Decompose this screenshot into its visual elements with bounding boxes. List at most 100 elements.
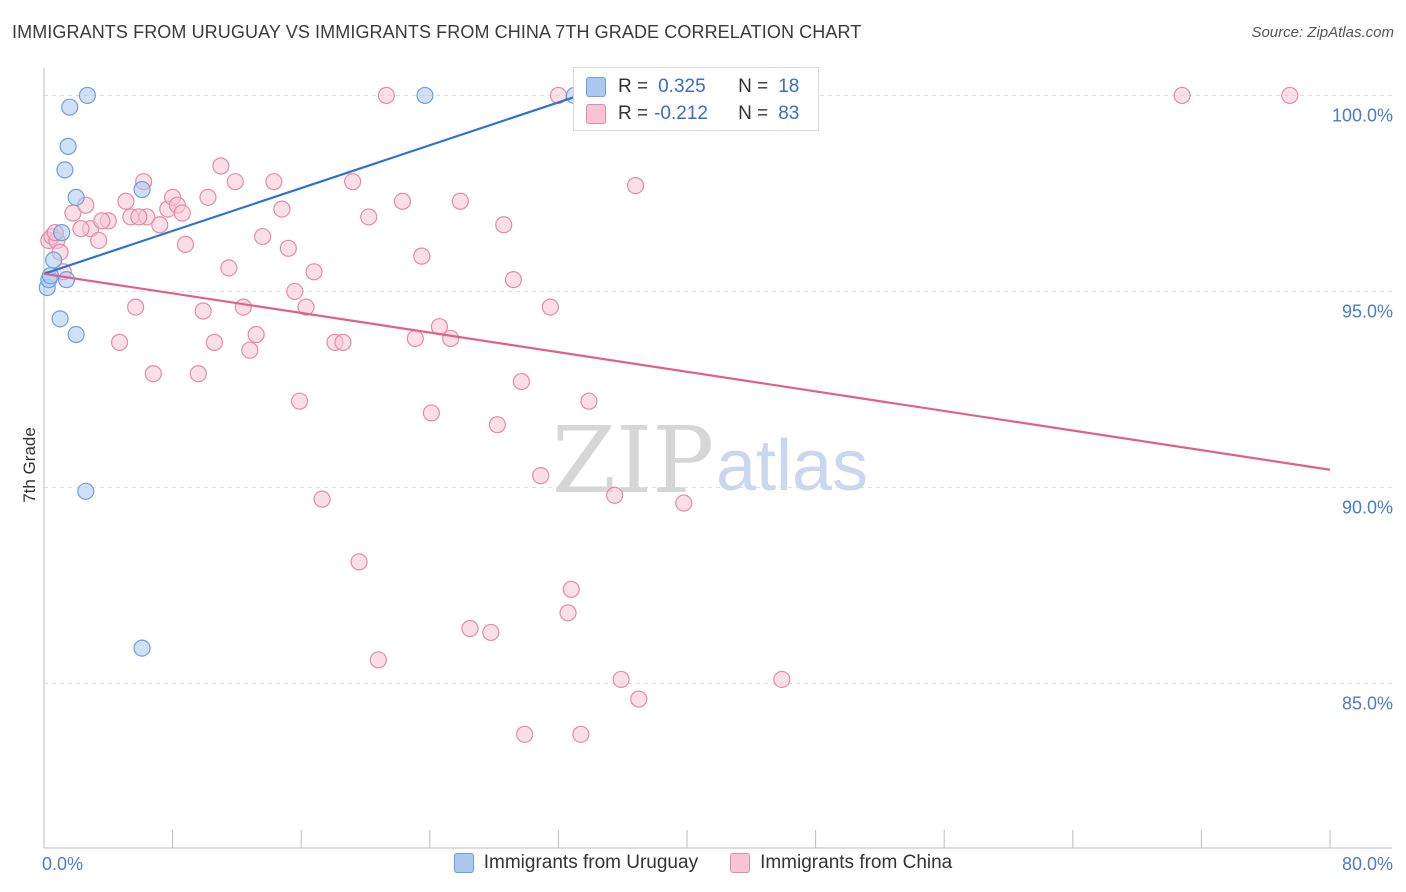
china-point (247, 325, 265, 344)
china-point (265, 173, 283, 191)
china-point (286, 282, 304, 301)
china-point (151, 216, 169, 234)
uruguay-point (51, 310, 69, 328)
china-point (504, 271, 522, 289)
china-point (406, 329, 424, 348)
china-point (130, 208, 148, 226)
china-point (630, 690, 648, 708)
uruguay-point (77, 482, 95, 500)
china-point (675, 494, 693, 512)
china-point (606, 486, 624, 504)
china-point (559, 604, 577, 622)
china-point (377, 86, 395, 105)
legend-row-china: R = -0.212 N = 83 (586, 102, 799, 126)
uruguay-point (56, 161, 74, 179)
china-point (1173, 86, 1191, 105)
uruguay-n-value: 18 (778, 76, 800, 97)
china-point (110, 333, 129, 351)
china-n-label: N = (738, 103, 769, 124)
china-point (313, 490, 331, 508)
china-r-value: -0.212 (654, 103, 708, 124)
uruguay-swatch (586, 77, 606, 97)
china-point (305, 263, 323, 281)
china-point (532, 467, 550, 485)
china-point (241, 341, 259, 359)
china-point (189, 365, 207, 383)
trend-lines (43, 94, 1331, 471)
china-point (580, 392, 598, 410)
china-point (612, 670, 630, 689)
china-point (360, 208, 378, 226)
china-point (205, 333, 223, 351)
china-point (512, 372, 531, 391)
legend-label-china: Immigrants from China (760, 852, 953, 873)
china-point (488, 416, 506, 434)
y-axis-label: 7th Grade (20, 427, 39, 503)
series-legend: Immigrants from Uruguay Immigrants from … (0, 852, 1406, 874)
china-r-label: R = (618, 103, 649, 124)
china-point (461, 619, 479, 638)
data-points (38, 86, 1299, 743)
china-point (297, 298, 315, 316)
uruguay-point (78, 86, 97, 105)
axes (43, 68, 1392, 849)
china-point (369, 651, 387, 669)
china-point (226, 173, 244, 191)
china-point (773, 670, 791, 689)
china-point (572, 725, 590, 743)
uruguay-trend-line (43, 94, 580, 275)
watermark-atlas: atlas (716, 426, 868, 506)
china-point (127, 298, 145, 316)
china-point (176, 235, 195, 253)
china-point (199, 188, 217, 206)
y-tick-label: 100.0% (1332, 105, 1393, 125)
legend-swatch-uruguay (453, 853, 474, 873)
legend-label-uruguay: Immigrants from Uruguay (483, 852, 699, 873)
china-point (194, 302, 212, 320)
x-tick-label: 0.0% (42, 854, 83, 874)
y-tick-label: 85.0% (1342, 693, 1393, 713)
legend-item-china[interactable]: Immigrants from China (730, 852, 952, 874)
uruguay-point (57, 271, 76, 289)
china-point (212, 157, 230, 175)
source-label: Source: ZipAtlas.com (1251, 24, 1394, 41)
uruguay-point (45, 251, 63, 269)
china-point (144, 365, 162, 383)
china-point (482, 623, 500, 642)
china-point (451, 192, 469, 210)
china-point (93, 212, 111, 230)
legend-swatch-china (730, 853, 751, 873)
uruguay-point (53, 224, 71, 242)
uruguay-point (133, 180, 151, 199)
uruguay-point (67, 188, 85, 206)
uruguay-r-label: R = (618, 76, 649, 97)
china-point (413, 247, 431, 265)
legend-item-uruguay[interactable]: Immigrants from Uruguay (453, 852, 699, 874)
china-point (279, 239, 297, 257)
legend-row-uruguay: R = 0.325 N = 18 (586, 75, 799, 99)
y-tick-label: 95.0% (1342, 301, 1393, 321)
china-point (254, 227, 272, 246)
china-point (273, 200, 291, 218)
uruguay-point (416, 86, 434, 105)
china-point (350, 553, 368, 571)
china-point (173, 204, 191, 222)
gridlines (44, 94, 1392, 684)
china-swatch (586, 104, 606, 124)
china-point (516, 725, 534, 743)
uruguay-n-label: N = (738, 76, 769, 97)
uruguay-point (59, 137, 77, 155)
china-point (290, 392, 309, 410)
y-tick-label: 90.0% (1342, 497, 1393, 517)
tick-labels: 85.0% 90.0% 95.0% 100.0% 0.0% 80.0% (42, 105, 1393, 874)
china-point (393, 192, 412, 210)
china-point (442, 329, 460, 348)
china-point (626, 176, 645, 195)
china-trend-line (43, 272, 1331, 471)
uruguay-point (61, 98, 79, 116)
china-point (220, 259, 238, 277)
china-point (72, 220, 90, 238)
x-tick-label: 80.0% (1342, 854, 1393, 874)
uruguay-r-value: 0.325 (658, 76, 706, 97)
